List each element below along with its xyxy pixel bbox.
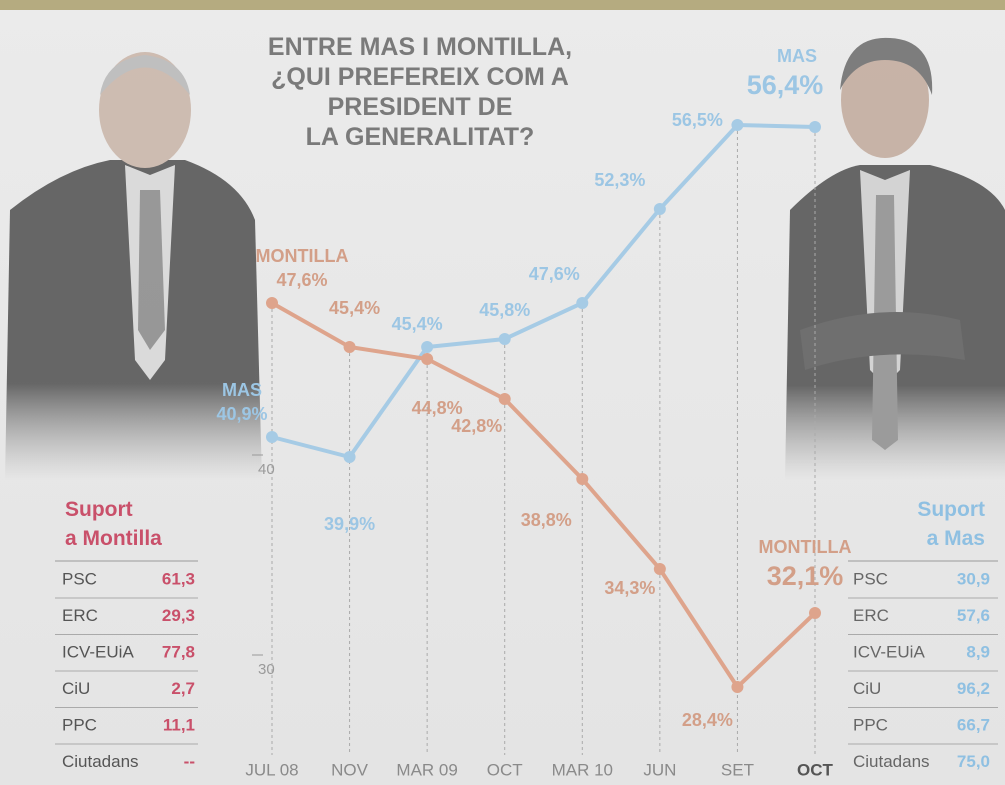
table-value: 75,0: [957, 752, 990, 771]
table-value: 96,2: [957, 679, 990, 698]
table-party: Ciutadans: [853, 752, 930, 771]
x-tick-label: OCT: [797, 760, 834, 779]
x-tick-label: MAR 09: [396, 760, 457, 779]
table-value: 2,7: [171, 679, 195, 698]
value-label: 34,3%: [604, 578, 655, 598]
table-value: 57,6: [957, 606, 990, 625]
value-label: 39,9%: [324, 514, 375, 534]
value-label: 56,5%: [672, 110, 723, 130]
series-name: MAS: [222, 380, 262, 400]
top-bar: [0, 0, 1005, 10]
point: [576, 297, 588, 309]
table-party: PPC: [853, 715, 888, 734]
table-party: CiU: [853, 679, 881, 698]
table-party: Ciutadans: [62, 752, 139, 771]
point: [809, 121, 821, 133]
table-value: 30,9: [957, 569, 990, 588]
point: [266, 431, 278, 443]
value-label: 42,8%: [451, 416, 502, 436]
table-value: 61,3: [162, 569, 195, 588]
x-tick-label: JUL 08: [245, 760, 298, 779]
table-value: 8,9: [966, 642, 990, 661]
table-party: ICV-EUiA: [62, 642, 134, 661]
table-party: CiU: [62, 679, 90, 698]
table-party: ERC: [853, 606, 889, 625]
x-tick-label: SET: [721, 760, 754, 779]
point: [266, 297, 278, 309]
point: [499, 333, 511, 345]
value-label: 45,4%: [392, 314, 443, 334]
table-value: 29,3: [162, 606, 195, 625]
series-name: MONTILLA: [759, 537, 852, 557]
x-tick-label: JUN: [643, 760, 676, 779]
series-name: MAS: [777, 46, 817, 66]
value-label: 52,3%: [594, 170, 645, 190]
table-value: 11,1: [163, 715, 195, 734]
y-tick-label: 40: [258, 461, 275, 478]
value-label: 40,9%: [216, 404, 267, 424]
value-label: 38,8%: [521, 510, 572, 530]
table-value: 77,8: [162, 642, 195, 661]
x-tick-label: OCT: [487, 760, 523, 779]
point: [654, 203, 666, 215]
value-label: 28,4%: [682, 710, 733, 730]
point: [344, 451, 356, 463]
value-label: 47,6%: [529, 264, 580, 284]
point: [731, 681, 743, 693]
value-label: 32,1%: [767, 561, 844, 591]
point: [654, 563, 666, 575]
point: [731, 119, 743, 131]
chart: ENTRE MAS I MONTILLA,¿QUI PREFEREIX COM …: [0, 0, 1005, 785]
series-name: MONTILLA: [256, 246, 349, 266]
table-party: ERC: [62, 606, 98, 625]
x-tick-label: NOV: [331, 760, 369, 779]
table-value: 66,7: [957, 715, 990, 734]
x-tick-label: MAR 10: [552, 760, 613, 779]
point: [421, 353, 433, 365]
value-label: 45,4%: [329, 298, 380, 318]
table-party: PSC: [853, 569, 888, 588]
table-party: PPC: [62, 715, 97, 734]
value-label: 47,6%: [276, 270, 327, 290]
point: [499, 393, 511, 405]
point: [809, 607, 821, 619]
value-label: 45,8%: [479, 300, 530, 320]
page: ENTRE MAS I MONTILLA,¿QUI PREFEREIX COM …: [0, 0, 1005, 785]
point: [344, 341, 356, 353]
value-label: 56,4%: [747, 70, 824, 100]
value-label: 44,8%: [412, 398, 463, 418]
table-value: --: [184, 752, 195, 771]
point: [576, 473, 588, 485]
point: [421, 341, 433, 353]
table-party: PSC: [62, 569, 97, 588]
table-party: ICV-EUiA: [853, 642, 925, 661]
